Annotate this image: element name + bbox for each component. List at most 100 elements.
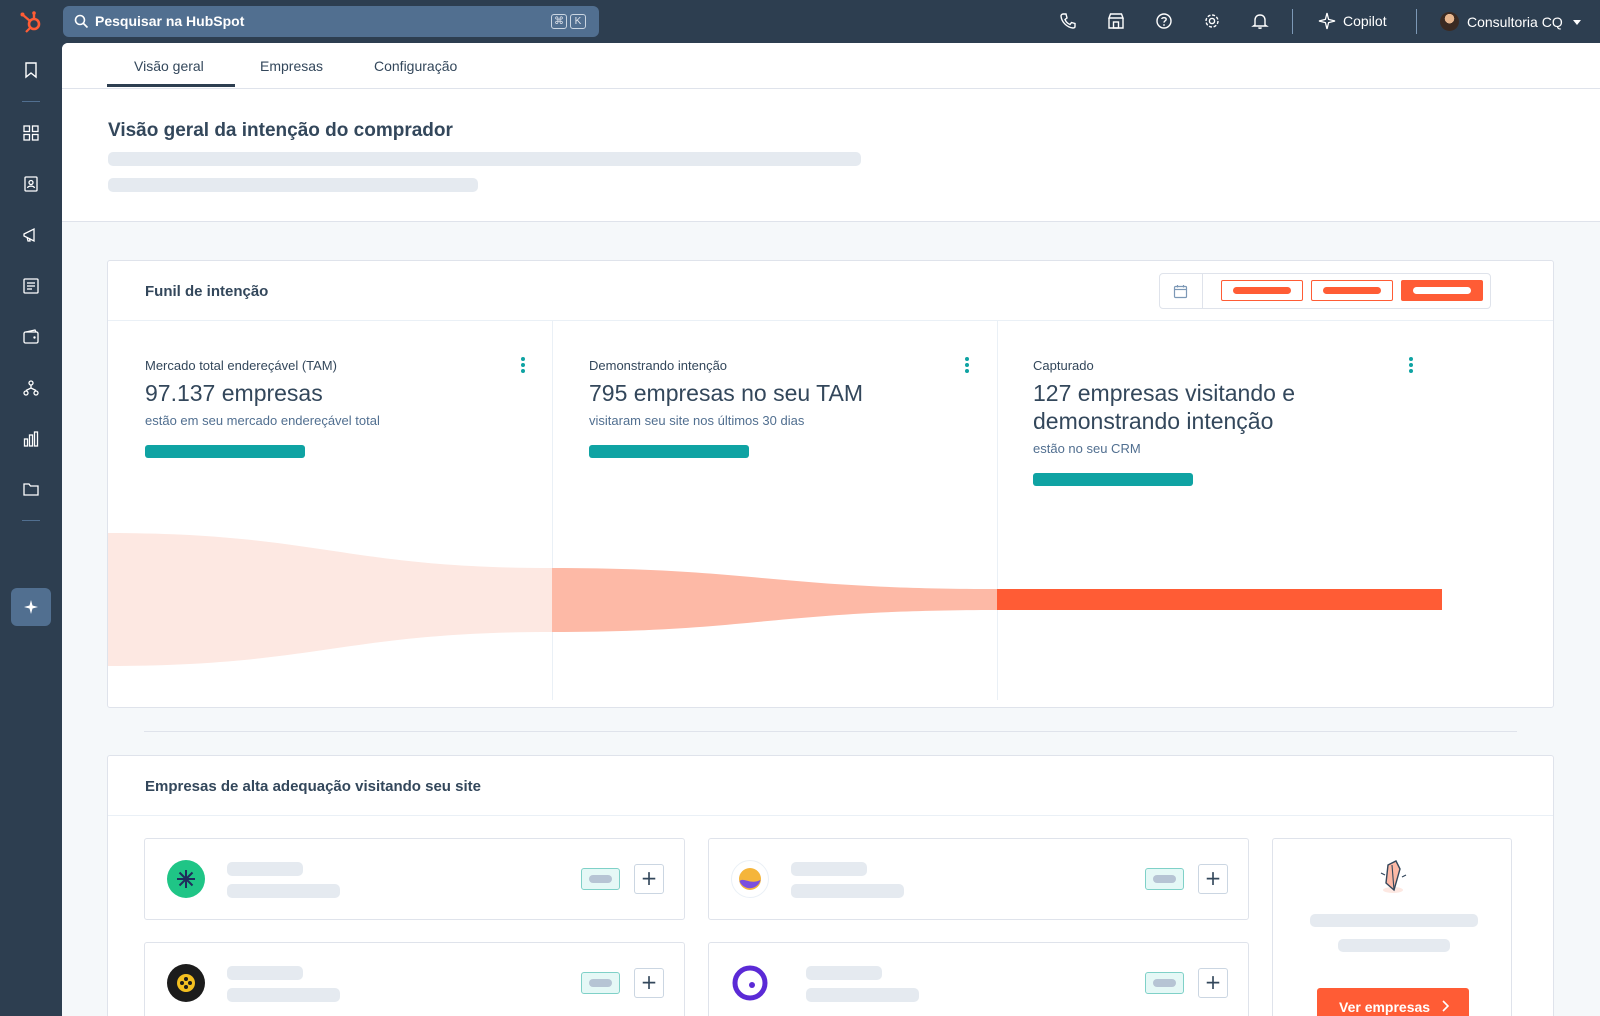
metric-tam: Mercado total endereçável (TAM) 97.137 e… (145, 358, 545, 458)
copilot-label: Copilot (1343, 13, 1387, 29)
metric-description: estão no seu CRM (1033, 441, 1141, 456)
metric-value: 127 empresas visitando e demonstrando in… (1033, 380, 1296, 434)
card-title: Empresas de alta adequação visitando seu… (145, 778, 481, 795)
chevron-right-icon (1442, 1000, 1449, 1012)
view-companies-button[interactable]: Ver empresas (1317, 988, 1469, 1016)
tab-settings[interactable]: Configuração (374, 58, 458, 74)
page-title: Visão geral da intenção do comprador (108, 120, 453, 141)
automation-icon[interactable] (22, 379, 40, 397)
intent-funnel-card: Funil de intenção Mercado total endereçá… (107, 260, 1554, 708)
library-icon[interactable] (22, 480, 40, 498)
shortcut-key-cmd: ⌘ (551, 14, 567, 29)
section-divider (144, 731, 1517, 732)
sidebar-divider (22, 520, 40, 521)
company-card[interactable]: + (708, 838, 1249, 920)
global-search-bar[interactable]: Pesquisar na HubSpot ⌘ K (63, 6, 599, 37)
phone-icon[interactable] (1059, 12, 1077, 30)
metric-value: 97.137 empresas (145, 380, 323, 406)
settings-icon[interactable] (1203, 12, 1221, 30)
metric-label: Capturado (1033, 358, 1094, 373)
company-domain-placeholder (227, 884, 340, 898)
sparkle-icon (1318, 12, 1336, 30)
view-companies-label: Ver empresas (1339, 999, 1431, 1015)
metric-value: 795 empresas no seu TAM (589, 380, 864, 406)
company-logo (731, 964, 769, 1002)
metric-label: Mercado total endereçável (TAM) (145, 358, 337, 373)
metric-bar (589, 445, 749, 458)
page-header: Visão geral Empresas Configuração Visão … (62, 43, 1600, 222)
contacts-icon[interactable] (22, 175, 40, 193)
funnel-segment-captured (997, 589, 1442, 610)
company-card[interactable]: + (708, 942, 1249, 1016)
card-title: Funil de intenção (145, 283, 269, 300)
column-divider (997, 320, 998, 700)
main-content: Visão geral Empresas Configuração Visão … (62, 43, 1600, 1016)
search-icon (74, 14, 89, 29)
add-company-button[interactable]: + (1198, 864, 1228, 894)
description-placeholder (108, 178, 478, 192)
intent-funnel-chart (108, 533, 1442, 666)
breeze-icon[interactable] (22, 598, 40, 616)
company-logo (167, 964, 205, 1002)
notifications-icon[interactable] (1251, 12, 1269, 30)
date-range-option-selected[interactable] (1401, 280, 1483, 301)
date-range-option[interactable] (1311, 280, 1393, 301)
active-tab-indicator (107, 84, 235, 87)
metric-captured: Capturado 127 empresas visitando e demon… (1033, 358, 1333, 486)
commerce-icon[interactable] (22, 328, 40, 346)
shortcut-key-k: K (570, 14, 586, 29)
more-options-icon[interactable] (965, 357, 969, 373)
company-domain-placeholder (806, 988, 919, 1002)
column-divider (552, 320, 553, 700)
account-menu[interactable]: Consultoria CQ (1440, 11, 1590, 33)
tag-button[interactable] (1145, 868, 1184, 890)
dashboard-icon[interactable] (22, 124, 40, 142)
marketing-icon[interactable] (22, 226, 40, 244)
company-domain-placeholder (791, 884, 904, 898)
marketplace-icon[interactable] (1107, 12, 1125, 30)
date-range-selector[interactable] (1159, 273, 1491, 309)
more-options-icon[interactable] (521, 357, 525, 373)
top-navigation-bar: Pesquisar na HubSpot ⌘ K Copilot Consult… (0, 0, 1600, 43)
bookmark-icon[interactable] (22, 61, 40, 79)
more-options-icon[interactable] (1409, 357, 1413, 373)
metric-bar (1033, 473, 1193, 486)
help-icon[interactable] (1155, 12, 1173, 30)
metric-label: Demonstrando intenção (589, 358, 728, 373)
add-company-button[interactable]: + (634, 968, 664, 998)
tag-button[interactable] (1145, 972, 1184, 994)
sidebar-divider (22, 101, 40, 102)
search-placeholder: Pesquisar na HubSpot (95, 13, 245, 29)
company-domain-placeholder (227, 988, 340, 1002)
company-card[interactable]: + (144, 942, 685, 1016)
description-placeholder (108, 152, 861, 166)
add-company-button[interactable]: + (634, 864, 664, 894)
tag-button[interactable] (581, 972, 620, 994)
tab-overview[interactable]: Visão geral (134, 58, 204, 74)
topbar-divider (1416, 9, 1417, 34)
reporting-icon[interactable] (22, 430, 40, 448)
calendar-icon[interactable] (1173, 284, 1188, 299)
company-name-placeholder (227, 862, 303, 876)
tag-button[interactable] (581, 868, 620, 890)
card-header-divider (108, 320, 1553, 321)
metric-description: visitaram seu site nos últimos 30 dias (589, 413, 805, 428)
company-card[interactable]: + (144, 838, 685, 920)
crystal-illustration-icon (1380, 860, 1407, 893)
company-name-placeholder (791, 862, 867, 876)
chevron-down-icon (1573, 20, 1581, 25)
date-range-option[interactable] (1221, 280, 1303, 301)
view-companies-card: Ver empresas (1272, 838, 1512, 1016)
metric-bar (145, 445, 305, 458)
content-icon[interactable] (22, 277, 40, 295)
metric-description: estão em seu mercado endereçável total (145, 413, 380, 428)
hubspot-logo-icon[interactable] (18, 9, 44, 35)
card-header-divider (108, 815, 1553, 816)
cta-text-placeholder (1310, 914, 1478, 927)
cta-text-placeholder (1338, 939, 1450, 952)
company-logo (731, 860, 769, 898)
tab-bar: Visão geral Empresas Configuração (62, 43, 1600, 89)
company-logo (167, 860, 205, 898)
add-company-button[interactable]: + (1198, 968, 1228, 998)
tab-companies[interactable]: Empresas (260, 58, 324, 74)
